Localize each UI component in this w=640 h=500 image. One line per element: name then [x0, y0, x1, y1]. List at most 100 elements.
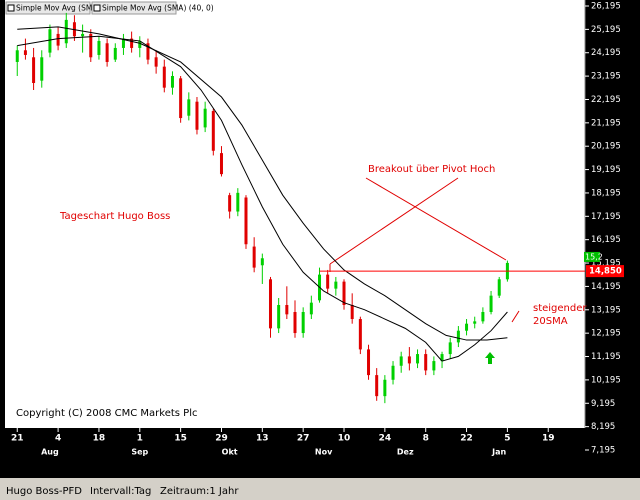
candle-body — [56, 33, 60, 46]
x-tick-label: 8 — [423, 434, 429, 444]
y-tick-label: 20,195 — [591, 142, 621, 152]
x-tick-label: 24 — [379, 434, 392, 444]
y-tick-label: 13,195 — [591, 305, 621, 315]
candle-body — [473, 321, 477, 324]
candle-body — [219, 153, 223, 175]
last-price-label: 15,2 — [585, 252, 603, 261]
footer-text: Zeitraum:1 Jahr — [160, 486, 239, 497]
y-tick-label: 25,195 — [591, 25, 621, 35]
x-tick-label: 22 — [460, 434, 473, 444]
candle-body — [32, 57, 36, 83]
legend-box — [5, 1, 91, 15]
y-tick-label: 23,195 — [591, 72, 621, 82]
legend-label: Simple Mov Avg (SMA) (40, 0) — [102, 4, 214, 13]
candle-body — [121, 38, 125, 48]
candle-body — [195, 101, 199, 130]
candle-body — [481, 312, 485, 322]
legend-icon — [93, 4, 101, 12]
candle-body — [448, 342, 452, 355]
candle-body — [268, 279, 272, 329]
candle-body — [244, 197, 248, 245]
y-tick-label: 7,195 — [591, 446, 615, 456]
annotation: steigender — [533, 303, 587, 314]
candle-body — [277, 304, 281, 329]
x-tick-label: 15 — [174, 434, 187, 444]
candle-body — [260, 258, 264, 266]
candle-body — [391, 365, 395, 380]
month-label: Dez — [397, 448, 414, 457]
candle-body — [146, 43, 150, 60]
x-tick-label: 1 — [137, 434, 143, 444]
y-tick-label: 16,195 — [591, 235, 621, 245]
x-tick-label: 5 — [504, 434, 510, 444]
candle-body — [375, 375, 379, 397]
candle-body — [179, 78, 183, 119]
y-tick-label: 18,195 — [591, 188, 621, 198]
y-tick-label: 17,195 — [591, 212, 621, 222]
footer-bar — [0, 478, 640, 500]
x-tick-label: 27 — [297, 434, 310, 444]
candle-body — [383, 379, 387, 397]
x-tick-label: 29 — [215, 434, 228, 444]
sma-line — [17, 35, 508, 362]
candle-body — [432, 361, 436, 371]
candle-body — [497, 279, 501, 296]
up-arrow — [485, 352, 495, 364]
candle-body — [424, 354, 428, 371]
candle-body — [326, 274, 330, 289]
candle-body — [489, 295, 493, 313]
candle-body — [293, 312, 297, 334]
y-tick-label: 12,195 — [591, 329, 621, 339]
y-tick-label: 26,195 — [591, 2, 621, 12]
month-label: Okt — [222, 448, 238, 457]
pivot-label: 14,850 — [589, 267, 622, 277]
footer-text: Intervall:Tag — [90, 486, 151, 497]
candle-body — [138, 40, 142, 48]
annotation: Tageschart Hugo Boss — [59, 211, 170, 222]
x-tick-label: 10 — [338, 434, 351, 444]
candle-body — [97, 40, 101, 55]
candle-body — [113, 47, 117, 60]
candle-body — [105, 43, 109, 62]
candle-body — [154, 57, 158, 67]
y-tick-label: 8,195 — [591, 422, 615, 432]
legend: Simple Mov Avg (SMA) (20, 0) Simple Mov … — [5, 1, 214, 15]
candle-body — [211, 111, 215, 151]
candle-body — [416, 354, 420, 364]
footer-text: Hugo Boss-PFD — [6, 486, 82, 497]
candle-body — [130, 38, 134, 48]
candle-body — [407, 356, 411, 364]
candle-body — [187, 99, 191, 116]
annotation-arrow — [511, 310, 520, 323]
x-tick-label: 18 — [93, 434, 106, 444]
y-tick-label: 9,195 — [591, 399, 615, 409]
y-tick-label: 19,195 — [591, 165, 621, 175]
candle-body — [64, 19, 68, 44]
x-tick-label: 13 — [256, 434, 269, 444]
candle-body — [15, 50, 19, 62]
candle-body — [309, 302, 313, 315]
annotation: 20SMA — [533, 316, 568, 327]
y-tick-label: 10,195 — [591, 375, 621, 385]
copyright: Copyright (C) 2008 CMC Markets Plc — [16, 408, 197, 419]
y-tick-label: 11,195 — [591, 352, 621, 362]
pivot-label-box — [586, 265, 624, 278]
candle-body — [350, 304, 354, 320]
annotation-line — [365, 177, 507, 261]
y-tick-label: 24,195 — [591, 48, 621, 58]
x-tick-label: 4 — [55, 434, 61, 444]
candle-body — [465, 323, 469, 331]
candle-body — [48, 29, 52, 53]
x-tick-label: 19 — [542, 434, 555, 444]
candle-body — [367, 349, 371, 376]
y-tick-label: 14,195 — [591, 282, 621, 292]
y-tick-label: 22,195 — [591, 95, 621, 105]
candle-body — [440, 354, 444, 362]
candle-body — [301, 312, 305, 334]
candle-body — [40, 57, 44, 81]
candle-body — [399, 356, 403, 366]
legend-icon — [7, 4, 15, 12]
candle-body — [89, 33, 93, 58]
annotation: Breakout über Pivot Hoch — [368, 164, 495, 175]
